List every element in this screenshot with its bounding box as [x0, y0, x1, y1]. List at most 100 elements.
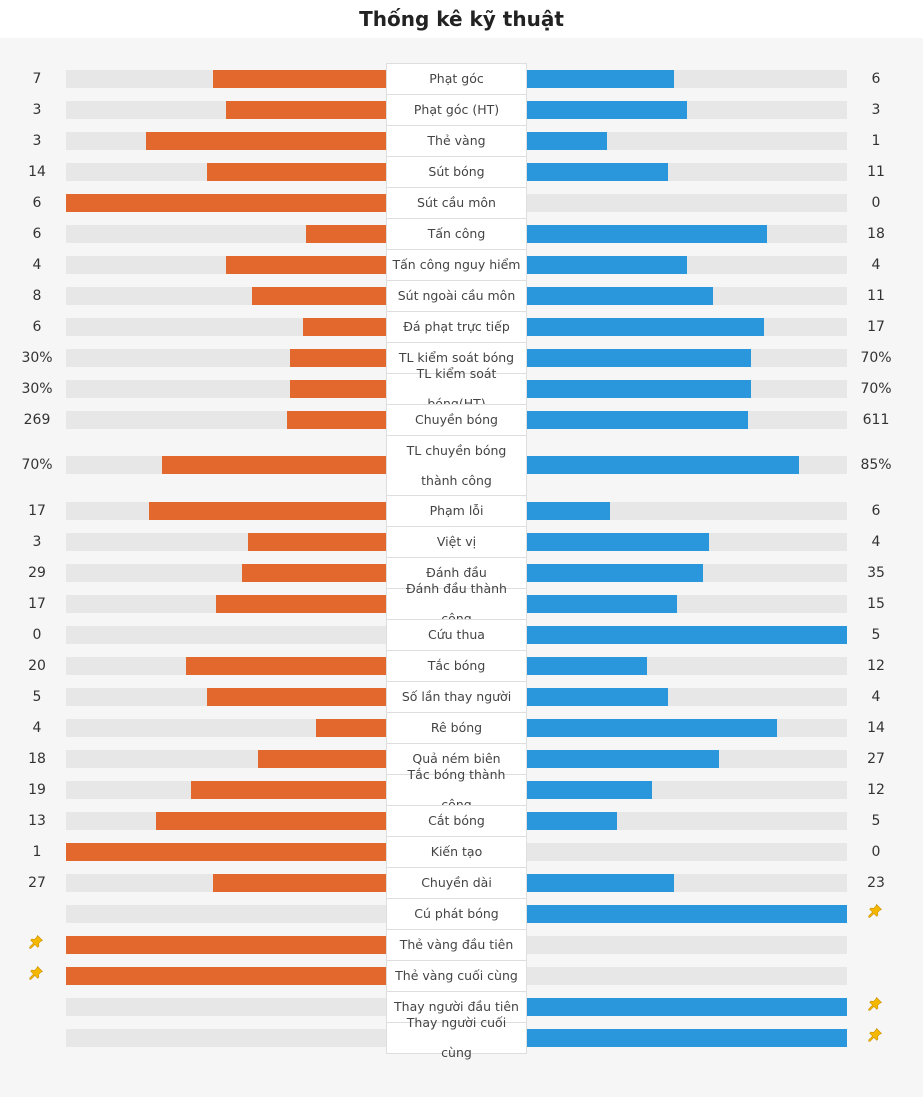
away-track [527, 287, 847, 305]
home-track [66, 812, 386, 830]
stat-label: Cắt bóng [386, 805, 527, 837]
away-value: 4 [871, 689, 881, 705]
stat-label: Đá phạt trực tiếp [386, 311, 527, 343]
home-track [66, 719, 386, 737]
stat-label: TL kiểm soát bóng(HT) [386, 366, 527, 411]
stat-label: Phạt góc [386, 63, 527, 95]
home-bar [191, 781, 386, 799]
home-value: 70% [21, 457, 53, 473]
home-value: 6 [32, 319, 42, 335]
home-track [66, 287, 386, 305]
home-bar [213, 70, 386, 88]
home-bar [248, 533, 386, 551]
home-bar [146, 132, 386, 150]
away-value: 4 [871, 257, 881, 273]
home-value: 4 [32, 720, 42, 736]
stat-label: Chuyền bóng [386, 404, 527, 436]
stat-label: Tấn công nguy hiểm [386, 249, 527, 281]
away-bar [527, 502, 610, 520]
home-value: 3 [32, 133, 42, 149]
home-bar [66, 967, 386, 985]
away-track [527, 1029, 847, 1047]
away-bar [527, 132, 607, 150]
away-track [527, 750, 847, 768]
away-value: 27 [867, 751, 885, 767]
home-value: 14 [28, 164, 46, 180]
away-bar [527, 70, 674, 88]
home-value: 30% [21, 350, 53, 366]
away-bar [527, 349, 751, 367]
home-bar [156, 812, 386, 830]
away-bar [527, 688, 668, 706]
home-track [66, 626, 386, 644]
stat-label: Phạm lỗi [386, 495, 527, 527]
away-track [527, 812, 847, 830]
home-value: 18 [28, 751, 46, 767]
stat-label: TL kiểm soát bóng [386, 342, 527, 374]
away-track [527, 101, 847, 119]
home-value: 0 [32, 627, 42, 643]
stat-label: Tắc bóng thành công [386, 767, 527, 812]
away-bar [527, 456, 799, 474]
away-bar [527, 719, 777, 737]
home-track [66, 380, 386, 398]
home-track [66, 936, 386, 954]
away-value: 5 [871, 627, 881, 643]
stat-label: Số lần thay người [386, 681, 527, 713]
home-value: 4 [32, 257, 42, 273]
stats-panel: Phạt góc 7 6 Phạt góc (HT) 3 3 Thẻ vàng 3 1 Sút b… [0, 38, 923, 1097]
away-value: 11 [867, 164, 885, 180]
home-track [66, 967, 386, 985]
away-value: 6 [871, 503, 881, 519]
home-track [66, 874, 386, 892]
away-value: 11 [867, 288, 885, 304]
away-value: 611 [862, 412, 890, 428]
away-value: 15 [867, 596, 885, 612]
pin-icon [867, 1027, 883, 1043]
away-value: 70% [860, 381, 892, 397]
away-bar [527, 533, 709, 551]
stat-label: Thẻ vàng cuối cùng [386, 960, 527, 992]
home-value: 17 [28, 503, 46, 519]
home-value: 3 [32, 102, 42, 118]
away-track [527, 595, 847, 613]
home-bar [162, 456, 386, 474]
away-track [527, 70, 847, 88]
away-track [527, 936, 847, 954]
away-bar [527, 380, 751, 398]
home-value: 20 [28, 658, 46, 674]
away-track [527, 719, 847, 737]
home-bar [66, 843, 386, 861]
away-value: 17 [867, 319, 885, 335]
away-bar [527, 812, 617, 830]
away-track [527, 349, 847, 367]
home-bar [213, 874, 386, 892]
stat-label: Sút bóng [386, 156, 527, 188]
away-track [527, 874, 847, 892]
home-track [66, 70, 386, 88]
away-bar [527, 998, 847, 1016]
stat-label: Thay người đầu tiên [386, 991, 527, 1023]
home-track [66, 132, 386, 150]
away-track [527, 318, 847, 336]
away-track [527, 411, 847, 429]
home-track [66, 998, 386, 1016]
away-value: 12 [867, 658, 885, 674]
stat-label: Rê bóng [386, 712, 527, 744]
home-bar [66, 194, 386, 212]
away-bar [527, 163, 668, 181]
home-bar [316, 719, 386, 737]
pin-icon [867, 996, 883, 1012]
stat-label: Thẻ vàng đầu tiên [386, 929, 527, 961]
away-track [527, 998, 847, 1016]
away-track [527, 564, 847, 582]
home-track [66, 595, 386, 613]
away-bar [527, 750, 719, 768]
away-value: 35 [867, 565, 885, 581]
stat-label: Cú phát bóng [386, 898, 527, 930]
away-value: 14 [867, 720, 885, 736]
home-track [66, 843, 386, 861]
home-bar [287, 411, 386, 429]
stat-label: Việt vị [386, 526, 527, 558]
away-value: 4 [871, 534, 881, 550]
